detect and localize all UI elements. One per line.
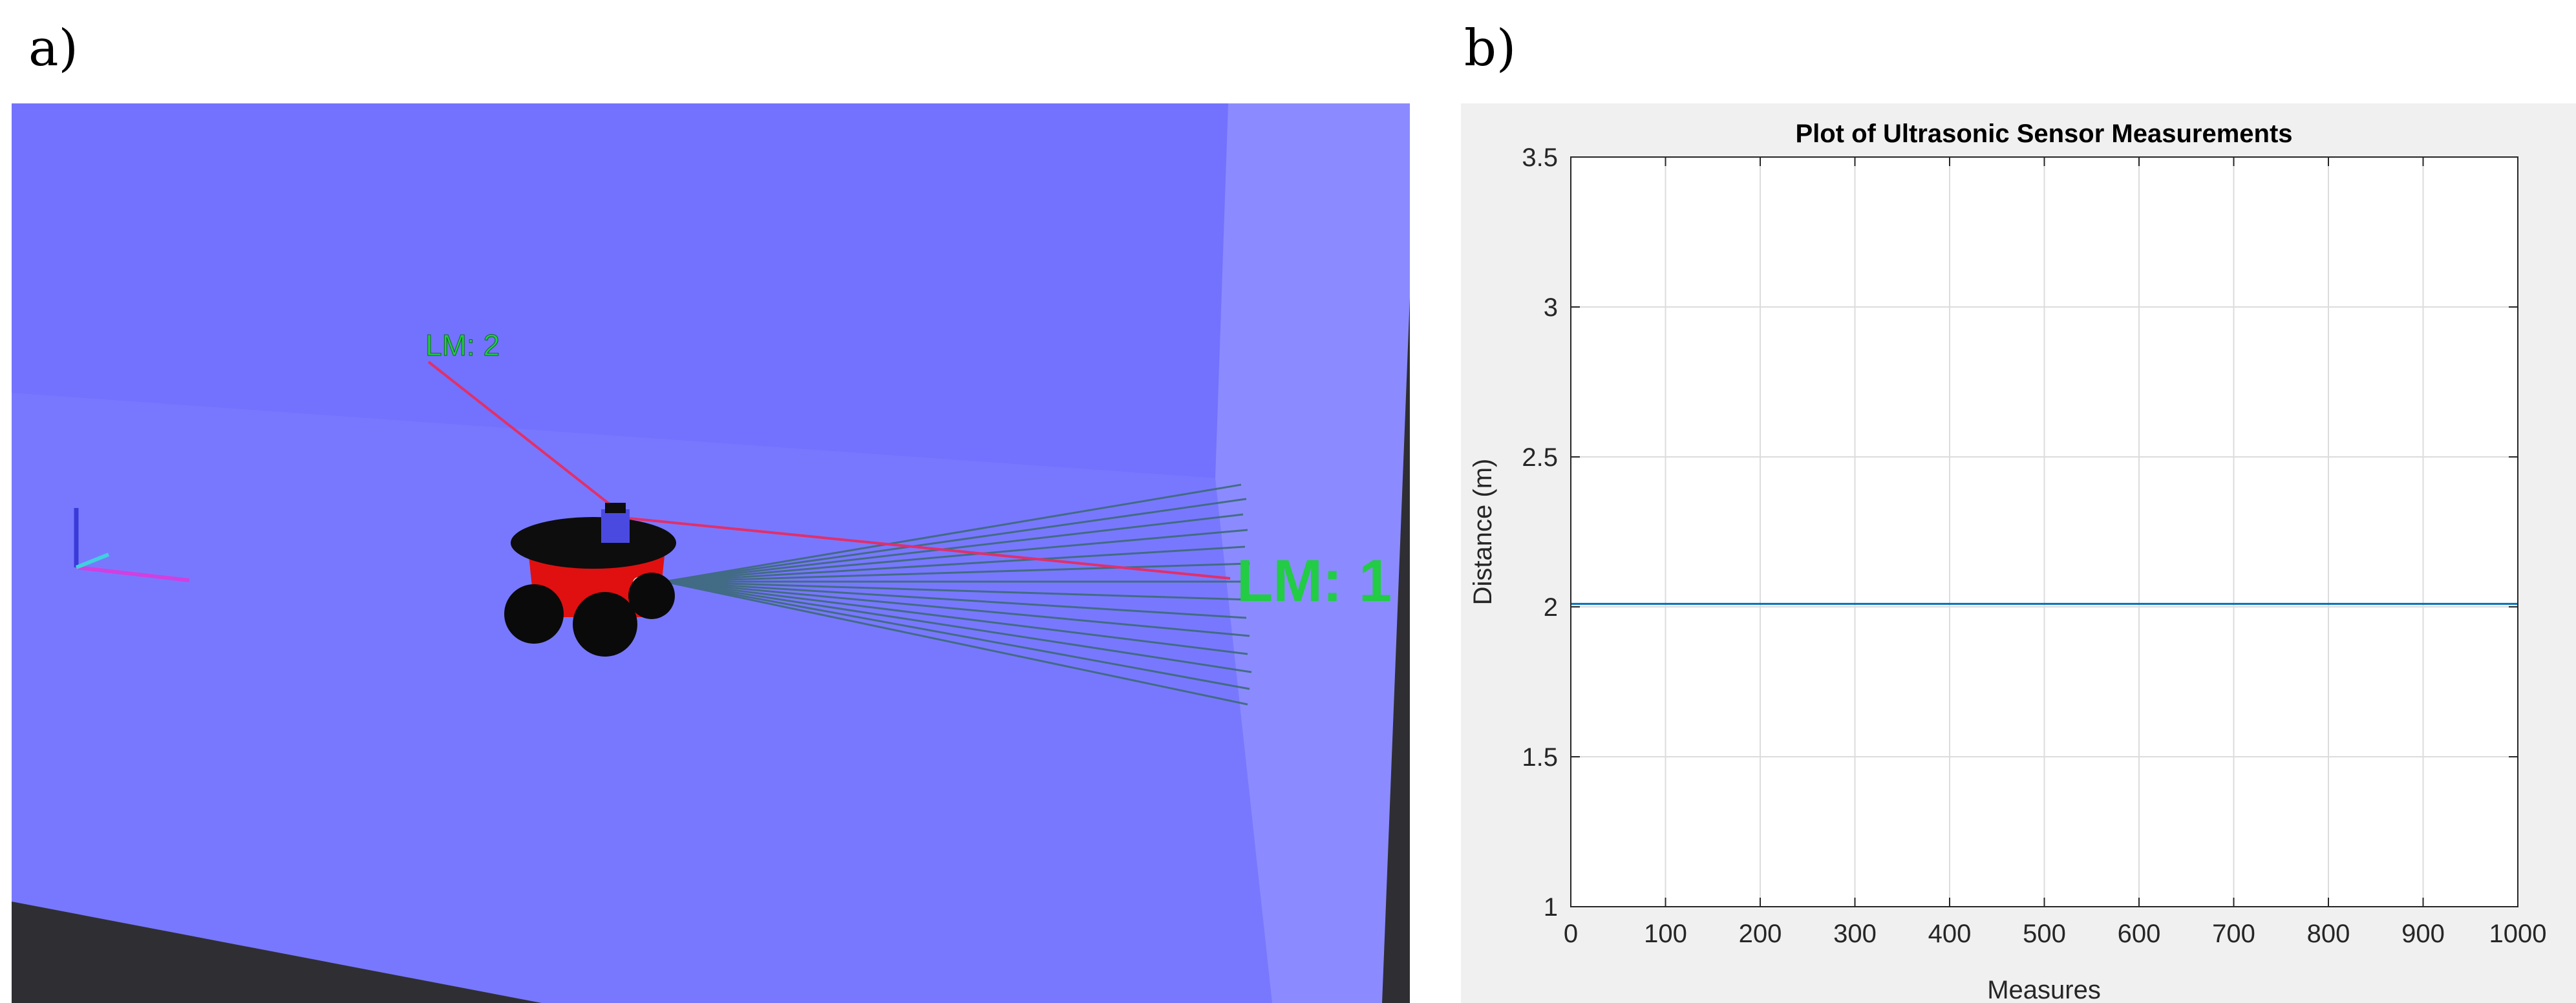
y-tick-label: 1.5 xyxy=(1522,743,1558,772)
x-tick-label: 400 xyxy=(1928,920,1972,948)
axes-gizmo xyxy=(74,508,190,582)
right-wall xyxy=(1215,103,1410,1003)
x-tick-label: 100 xyxy=(1644,920,1687,948)
y-tick-label: 3.5 xyxy=(1522,143,1558,172)
x-tick-label: 0 xyxy=(1564,920,1578,948)
chart-title: Plot of Ultrasonic Sensor Measurements xyxy=(1795,120,2292,148)
robot-simulation-scene: LM: 2 LM: 1 xyxy=(12,103,1410,1003)
x-tick-label: 900 xyxy=(2401,920,2445,948)
x-axis-label: Measures xyxy=(1987,976,2101,1003)
y-tick-label: 2.5 xyxy=(1522,443,1558,472)
x-tick-label: 600 xyxy=(2118,920,2161,948)
landmark-2-label: LM: 2 xyxy=(425,328,500,362)
panel-b-label: b) xyxy=(1464,19,1517,78)
wheel-front-left xyxy=(573,592,637,657)
back-wall xyxy=(12,103,1228,478)
ultrasonic-plot-panel: 0 100 200 300 400 500 600 700 800 900 1000 1 1.5 2 2.… xyxy=(1461,103,2576,1003)
ground-shadow xyxy=(12,902,542,1003)
landmark-1-label: LM: 1 xyxy=(1237,548,1392,614)
landmark-rays xyxy=(427,361,1231,580)
robot xyxy=(504,503,676,657)
lidar-sensor xyxy=(601,509,630,543)
y-tick-label: 1 xyxy=(1544,893,1558,922)
y-axis-label: Distance (m) xyxy=(1469,459,1497,606)
y-tick-labels: 1 1.5 2 2.5 3 3.5 xyxy=(1522,143,1558,922)
right-dark-edge xyxy=(1382,297,1410,1003)
x-tick-label: 700 xyxy=(2212,920,2255,948)
y-tick-label: 3 xyxy=(1544,293,1558,322)
y-tick-label: 2 xyxy=(1544,593,1558,622)
panel-a-label: a) xyxy=(28,19,78,78)
x-tick-label: 1000 xyxy=(2489,920,2547,948)
x-tick-label: 800 xyxy=(2307,920,2350,948)
x-tick-label: 200 xyxy=(1739,920,1782,948)
floor-plane xyxy=(12,393,1272,1003)
x-tick-label: 500 xyxy=(2023,920,2066,948)
robot-top-plate xyxy=(511,517,676,569)
wheel-rear-left xyxy=(504,584,564,644)
tick-marks xyxy=(1570,156,2518,907)
wheel-front-right xyxy=(628,573,675,619)
laser-rays xyxy=(664,483,1252,706)
x-tick-label: 300 xyxy=(1833,920,1877,948)
x-tick-labels: 0 100 200 300 400 500 600 700 800 900 1000 xyxy=(1564,920,2547,948)
